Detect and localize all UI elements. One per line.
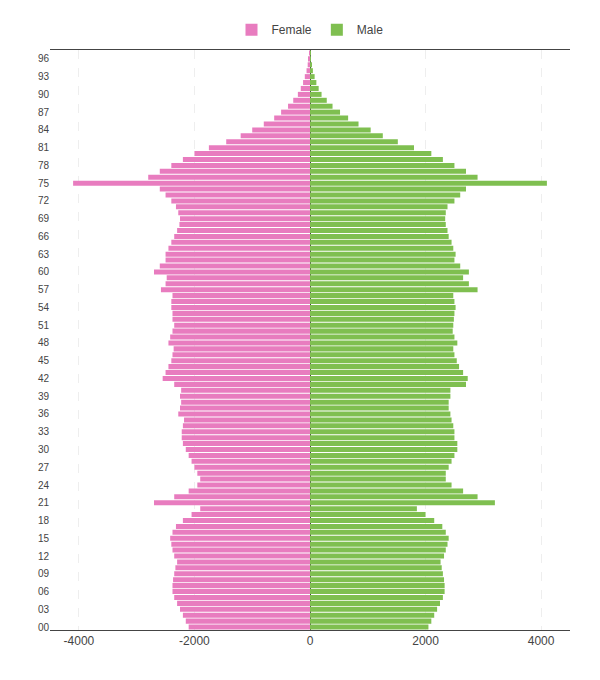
svg-text:12: 12 <box>38 551 50 562</box>
svg-text:36: 36 <box>38 408 50 419</box>
svg-text:66: 66 <box>38 231 50 242</box>
svg-text:84: 84 <box>38 124 50 135</box>
svg-text:48: 48 <box>38 337 50 348</box>
svg-text:90: 90 <box>38 89 50 100</box>
svg-text:18: 18 <box>38 515 50 526</box>
svg-text:15: 15 <box>38 533 50 544</box>
svg-text:33: 33 <box>38 426 50 437</box>
svg-text:Male: Male <box>357 23 383 37</box>
svg-text:00: 00 <box>38 622 50 633</box>
svg-text:81: 81 <box>38 142 50 153</box>
svg-text:27: 27 <box>38 462 50 473</box>
svg-text:0: 0 <box>307 634 314 648</box>
svg-text:39: 39 <box>38 391 50 402</box>
svg-text:75: 75 <box>38 178 50 189</box>
svg-text:2000: 2000 <box>412 634 439 648</box>
svg-text:51: 51 <box>38 320 50 331</box>
svg-text:-4000: -4000 <box>64 634 95 648</box>
svg-text:69: 69 <box>38 213 50 224</box>
svg-text:42: 42 <box>38 373 50 384</box>
svg-text:87: 87 <box>38 107 50 118</box>
svg-text:4000: 4000 <box>528 634 555 648</box>
svg-text:57: 57 <box>38 284 50 295</box>
svg-text:06: 06 <box>38 586 50 597</box>
svg-text:30: 30 <box>38 444 50 455</box>
svg-text:54: 54 <box>38 302 50 313</box>
svg-text:72: 72 <box>38 195 50 206</box>
svg-text:93: 93 <box>38 71 50 82</box>
svg-text:21: 21 <box>38 497 50 508</box>
svg-text:63: 63 <box>38 249 50 260</box>
svg-text:78: 78 <box>38 160 50 171</box>
svg-text:45: 45 <box>38 355 50 366</box>
svg-text:24: 24 <box>38 480 50 491</box>
svg-text:60: 60 <box>38 266 50 277</box>
svg-text:Female: Female <box>272 23 312 37</box>
svg-text:09: 09 <box>38 568 50 579</box>
svg-text:-2000: -2000 <box>179 634 210 648</box>
svg-text:96: 96 <box>38 53 50 64</box>
svg-text:03: 03 <box>38 604 50 615</box>
